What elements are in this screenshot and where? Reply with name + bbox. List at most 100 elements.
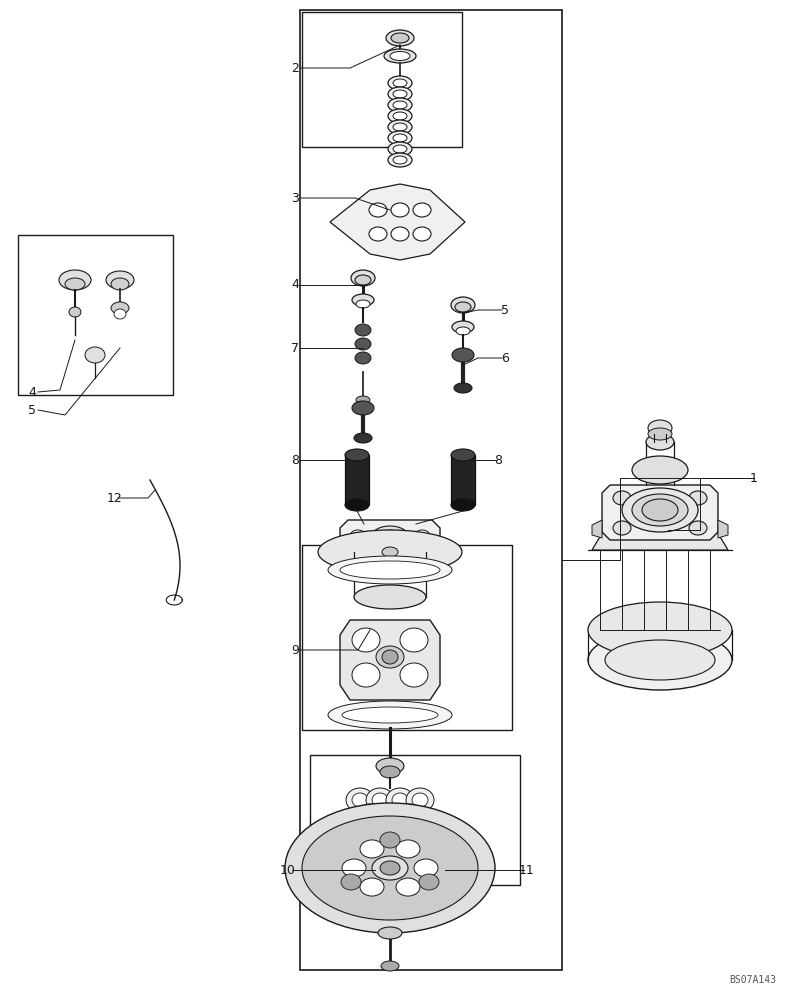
Ellipse shape bbox=[369, 203, 387, 217]
Ellipse shape bbox=[400, 628, 428, 652]
Ellipse shape bbox=[355, 338, 371, 350]
Text: 5: 5 bbox=[28, 403, 36, 416]
Ellipse shape bbox=[369, 227, 387, 241]
Ellipse shape bbox=[352, 294, 374, 306]
Ellipse shape bbox=[352, 793, 368, 807]
Ellipse shape bbox=[328, 701, 452, 729]
Bar bbox=[310, 755, 520, 885]
Ellipse shape bbox=[392, 793, 408, 807]
Ellipse shape bbox=[366, 788, 394, 812]
Ellipse shape bbox=[393, 101, 407, 109]
Ellipse shape bbox=[111, 302, 129, 314]
Ellipse shape bbox=[352, 663, 380, 687]
Bar bbox=[302, 12, 462, 147]
Ellipse shape bbox=[352, 401, 374, 415]
Ellipse shape bbox=[414, 530, 430, 542]
Ellipse shape bbox=[342, 707, 438, 723]
Ellipse shape bbox=[388, 98, 412, 112]
Ellipse shape bbox=[388, 76, 412, 90]
Ellipse shape bbox=[402, 809, 418, 823]
Ellipse shape bbox=[613, 521, 631, 535]
Ellipse shape bbox=[346, 788, 374, 812]
Ellipse shape bbox=[360, 840, 384, 858]
Bar bbox=[300, 10, 562, 970]
Ellipse shape bbox=[588, 630, 732, 690]
Ellipse shape bbox=[380, 832, 400, 848]
Bar bbox=[345, 455, 369, 505]
Ellipse shape bbox=[588, 602, 732, 658]
Ellipse shape bbox=[412, 793, 428, 807]
Ellipse shape bbox=[351, 270, 375, 286]
Polygon shape bbox=[340, 520, 440, 552]
Ellipse shape bbox=[354, 433, 372, 443]
Ellipse shape bbox=[388, 153, 412, 167]
Ellipse shape bbox=[356, 300, 370, 308]
Ellipse shape bbox=[106, 271, 134, 289]
Polygon shape bbox=[330, 184, 465, 260]
Ellipse shape bbox=[396, 878, 420, 896]
Ellipse shape bbox=[355, 324, 371, 336]
Ellipse shape bbox=[114, 309, 126, 319]
Ellipse shape bbox=[356, 396, 370, 404]
Polygon shape bbox=[592, 520, 602, 538]
Ellipse shape bbox=[393, 145, 407, 153]
Ellipse shape bbox=[689, 521, 707, 535]
Bar bbox=[451, 455, 475, 505]
Ellipse shape bbox=[376, 646, 404, 668]
Ellipse shape bbox=[342, 859, 366, 877]
Ellipse shape bbox=[400, 663, 428, 687]
Ellipse shape bbox=[350, 530, 366, 542]
Text: 8: 8 bbox=[494, 454, 502, 466]
Ellipse shape bbox=[393, 90, 407, 98]
Ellipse shape bbox=[388, 131, 412, 145]
Text: 1: 1 bbox=[750, 472, 758, 485]
Ellipse shape bbox=[355, 275, 371, 285]
Ellipse shape bbox=[393, 112, 407, 120]
Ellipse shape bbox=[69, 307, 81, 317]
Ellipse shape bbox=[413, 227, 431, 241]
Ellipse shape bbox=[378, 927, 402, 939]
Text: 7: 7 bbox=[291, 342, 299, 355]
Ellipse shape bbox=[345, 499, 369, 511]
Ellipse shape bbox=[372, 793, 388, 807]
Ellipse shape bbox=[388, 120, 412, 134]
Text: 6: 6 bbox=[501, 352, 509, 364]
Ellipse shape bbox=[381, 961, 399, 971]
Ellipse shape bbox=[302, 816, 478, 920]
Ellipse shape bbox=[390, 51, 410, 60]
Text: 11: 11 bbox=[519, 863, 535, 876]
Ellipse shape bbox=[328, 556, 452, 584]
Ellipse shape bbox=[111, 278, 129, 290]
Polygon shape bbox=[340, 620, 440, 700]
Ellipse shape bbox=[396, 804, 424, 828]
Ellipse shape bbox=[622, 488, 698, 532]
Ellipse shape bbox=[386, 788, 414, 812]
Text: 8: 8 bbox=[291, 454, 299, 466]
Ellipse shape bbox=[393, 123, 407, 131]
Ellipse shape bbox=[456, 327, 470, 335]
Ellipse shape bbox=[352, 628, 380, 652]
Ellipse shape bbox=[355, 352, 371, 364]
Ellipse shape bbox=[391, 203, 409, 217]
Bar bbox=[18, 235, 173, 395]
Ellipse shape bbox=[613, 491, 631, 505]
Ellipse shape bbox=[388, 142, 412, 156]
Ellipse shape bbox=[345, 449, 369, 461]
Ellipse shape bbox=[386, 30, 414, 46]
Ellipse shape bbox=[341, 874, 361, 890]
Polygon shape bbox=[592, 520, 728, 550]
Ellipse shape bbox=[372, 856, 408, 880]
Ellipse shape bbox=[648, 428, 672, 440]
Ellipse shape bbox=[451, 499, 475, 511]
Ellipse shape bbox=[648, 420, 672, 436]
Ellipse shape bbox=[393, 134, 407, 142]
Text: BS07A143: BS07A143 bbox=[729, 975, 776, 985]
Ellipse shape bbox=[414, 859, 438, 877]
Ellipse shape bbox=[372, 526, 408, 546]
Ellipse shape bbox=[318, 530, 462, 574]
Polygon shape bbox=[602, 485, 718, 540]
Ellipse shape bbox=[451, 449, 475, 461]
Ellipse shape bbox=[380, 861, 400, 875]
Ellipse shape bbox=[376, 758, 404, 774]
Ellipse shape bbox=[59, 270, 91, 290]
